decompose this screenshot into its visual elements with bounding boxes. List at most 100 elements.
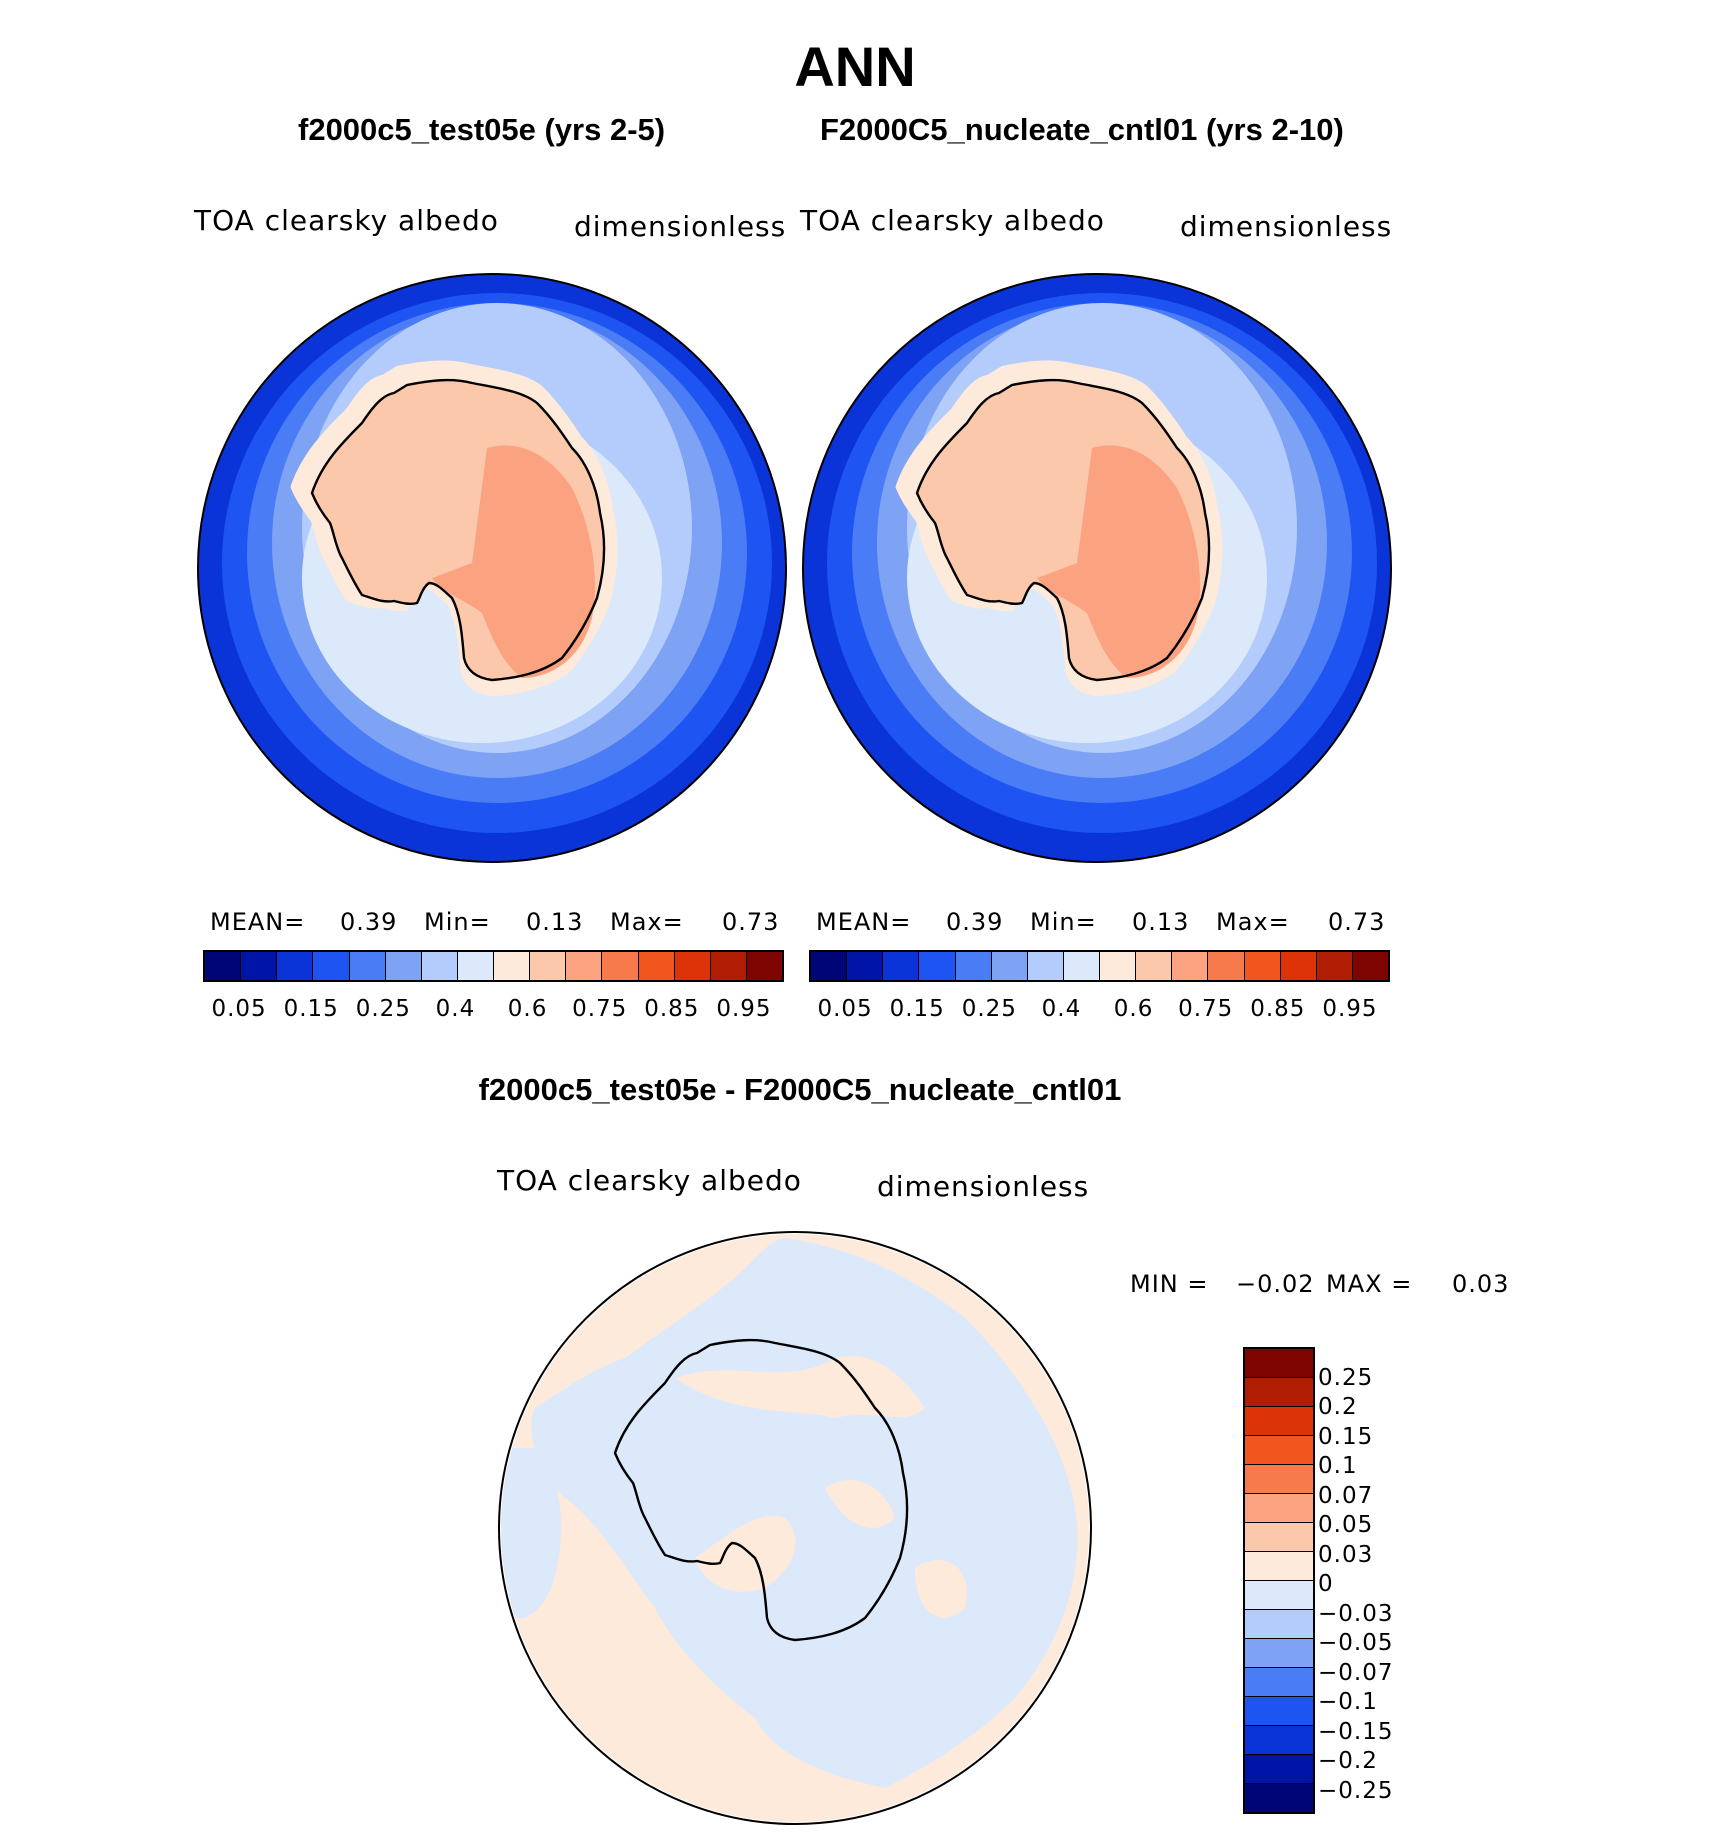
panel-2-colorbar-tick-label: 0.75 <box>1178 996 1234 1022</box>
panel-1-map <box>197 273 787 863</box>
diff-colorbar-cell <box>1245 1755 1313 1784</box>
panel-2-colorbar-tick-label: 0.95 <box>1322 996 1378 1022</box>
panel-1-colorbar-cell <box>205 952 242 980</box>
diff-units: dimensionless <box>877 1170 1090 1203</box>
diff-colorbar-tick-label: 0.05 <box>1318 1512 1374 1538</box>
panel-2-variable: TOA clearsky albedo <box>800 204 1105 237</box>
diff-colorbar-tick-label: 0.2 <box>1318 1394 1358 1420</box>
panel-2-colorbar-tick-label: 0.85 <box>1250 996 1306 1022</box>
diff-min-value: −0.02 <box>1236 1270 1315 1298</box>
panel-2-colorbar-cell <box>1027 952 1064 980</box>
diff-colorbar-cell <box>1245 1784 1313 1812</box>
panel-1-colorbar-cell <box>602 952 639 980</box>
panel-1-units: dimensionless <box>574 210 787 243</box>
panel-2-max-value: 0.73 <box>1328 908 1386 936</box>
panel-2-colorbar-cell <box>1316 952 1353 980</box>
panel-2-colorbar-cell <box>955 952 992 980</box>
diff-colorbar-tick-label: 0 <box>1318 1571 1334 1597</box>
panel-2-colorbar-cell <box>919 952 956 980</box>
diff-colorbar-cell <box>1245 1436 1313 1465</box>
panel-1-max-value: 0.73 <box>722 908 780 936</box>
panel-1-colorbar-tick-label: 0.6 <box>507 996 548 1022</box>
panel-2-min-value: 0.13 <box>1132 908 1190 936</box>
panel-1-case-title: f2000c5_test05e (yrs 2-5) <box>298 112 666 147</box>
diff-variable: TOA clearsky albedo <box>497 1164 802 1197</box>
panel-2-mean-label: MEAN= <box>816 908 912 936</box>
panel-1-colorbar-tick-label: 0.85 <box>644 996 700 1022</box>
diff-colorbar-cell <box>1245 1494 1313 1523</box>
diff-colorbar-tick-label: −0.2 <box>1318 1748 1378 1774</box>
panel-1-colorbar-cell <box>457 952 494 980</box>
diff-colorbar-cell <box>1245 1552 1313 1581</box>
panel-1-colorbar-tick-label: 0.95 <box>716 996 772 1022</box>
panel-2-max-label: Max= <box>1216 908 1290 936</box>
panel-1-variable: TOA clearsky albedo <box>194 204 499 237</box>
diff-colorbar-cell <box>1245 1639 1313 1668</box>
panel-2-colorbar-cell <box>1244 952 1281 980</box>
diff-colorbar-tick-label: 0.15 <box>1318 1423 1374 1450</box>
panel-2-colorbar-tick-label: 0.4 <box>1041 996 1082 1022</box>
panel-1-colorbar-cell <box>566 952 603 980</box>
panel-2-colorbar-cell <box>1063 952 1100 980</box>
diff-colorbar-cell <box>1245 1378 1313 1407</box>
panel-1-colorbar-cell <box>349 952 386 980</box>
diff-colorbar-tick-label: 0.03 <box>1318 1541 1374 1568</box>
panel-2-colorbar-tick-label: 0.6 <box>1113 996 1154 1022</box>
diff-colorbar-tick-label: −0.05 <box>1318 1630 1394 1656</box>
diff-title: f2000c5_test05e - F2000C5_nucleate_cntl0… <box>478 1072 1122 1107</box>
panel-1-colorbar-cell <box>674 952 711 980</box>
diff-colorbar-tick-label: −0.15 <box>1318 1718 1394 1745</box>
panel-2-colorbar-tick-label: 0.15 <box>889 996 945 1022</box>
panel-1-colorbar-cell <box>277 952 314 980</box>
panel-1-colorbar <box>203 950 784 982</box>
panel-2-colorbar-tick-label: 0.25 <box>961 996 1017 1022</box>
panel-2-mean-value: 0.39 <box>946 908 1004 936</box>
panel-1-colorbar-cell <box>421 952 458 980</box>
panel-2-min-label: Min= <box>1030 908 1097 936</box>
diff-colorbar-cell <box>1245 1726 1313 1755</box>
panel-1-mean-value: 0.39 <box>340 908 398 936</box>
panel-2-colorbar <box>809 950 1390 982</box>
panel-1-colorbar-tick-label: 0.75 <box>572 996 628 1022</box>
panel-2-colorbar-cell <box>1352 952 1388 980</box>
panel-1-colorbar-cell <box>638 952 675 980</box>
panel-1-mean-label: MEAN= <box>210 908 306 936</box>
panel-1-min-value: 0.13 <box>526 908 584 936</box>
diff-max-label: MAX = <box>1326 1270 1413 1298</box>
panel-2-colorbar-cell <box>1136 952 1173 980</box>
panel-1-colorbar-cell <box>710 952 747 980</box>
diff-colorbar-cell <box>1245 1465 1313 1494</box>
diff-colorbar-tick-label: 0.07 <box>1318 1482 1374 1509</box>
panel-1-colorbar-cell <box>746 952 782 980</box>
diff-colorbar-cell <box>1245 1697 1313 1726</box>
diff-map <box>498 1231 1092 1825</box>
panel-2-colorbar-cell <box>811 952 848 980</box>
panel-1-colorbar-tick-label: 0.25 <box>355 996 411 1022</box>
diff-colorbar-tick-label: −0.1 <box>1318 1689 1378 1715</box>
panel-2-colorbar-cell <box>1280 952 1317 980</box>
panel-2-colorbar-cell <box>883 952 920 980</box>
diff-colorbar-tick-label: −0.07 <box>1318 1659 1394 1686</box>
panel-2-colorbar-cell <box>1100 952 1137 980</box>
diff-colorbar-tick-label: −0.25 <box>1318 1777 1394 1804</box>
diff-colorbar-cell <box>1245 1523 1313 1552</box>
diff-colorbar-tick-label: 0.25 <box>1318 1364 1374 1391</box>
diff-colorbar-cell <box>1245 1407 1313 1436</box>
panel-1-colorbar-tick-label: 0.05 <box>211 996 267 1022</box>
panel-1-colorbar-tick-label: 0.15 <box>283 996 339 1022</box>
panel-2-map <box>802 273 1392 863</box>
diff-colorbar-cell <box>1245 1581 1313 1610</box>
diff-colorbar-cell <box>1245 1668 1313 1697</box>
diff-colorbar-tick-label: 0.1 <box>1318 1453 1358 1479</box>
panel-2-colorbar-cell <box>847 952 884 980</box>
panel-1-colorbar-cell <box>530 952 567 980</box>
diff-colorbar-tick-label: −0.03 <box>1318 1600 1394 1627</box>
panel-1-colorbar-cell <box>385 952 422 980</box>
panel-1-max-label: Max= <box>610 908 684 936</box>
panel-1-colorbar-cell <box>313 952 350 980</box>
panel-2-units: dimensionless <box>1180 210 1393 243</box>
main-title: ANN <box>794 35 916 98</box>
panel-1-colorbar-tick-label: 0.4 <box>435 996 476 1022</box>
diff-min-label: MIN = <box>1130 1270 1209 1298</box>
diff-colorbar-cell <box>1245 1349 1313 1378</box>
